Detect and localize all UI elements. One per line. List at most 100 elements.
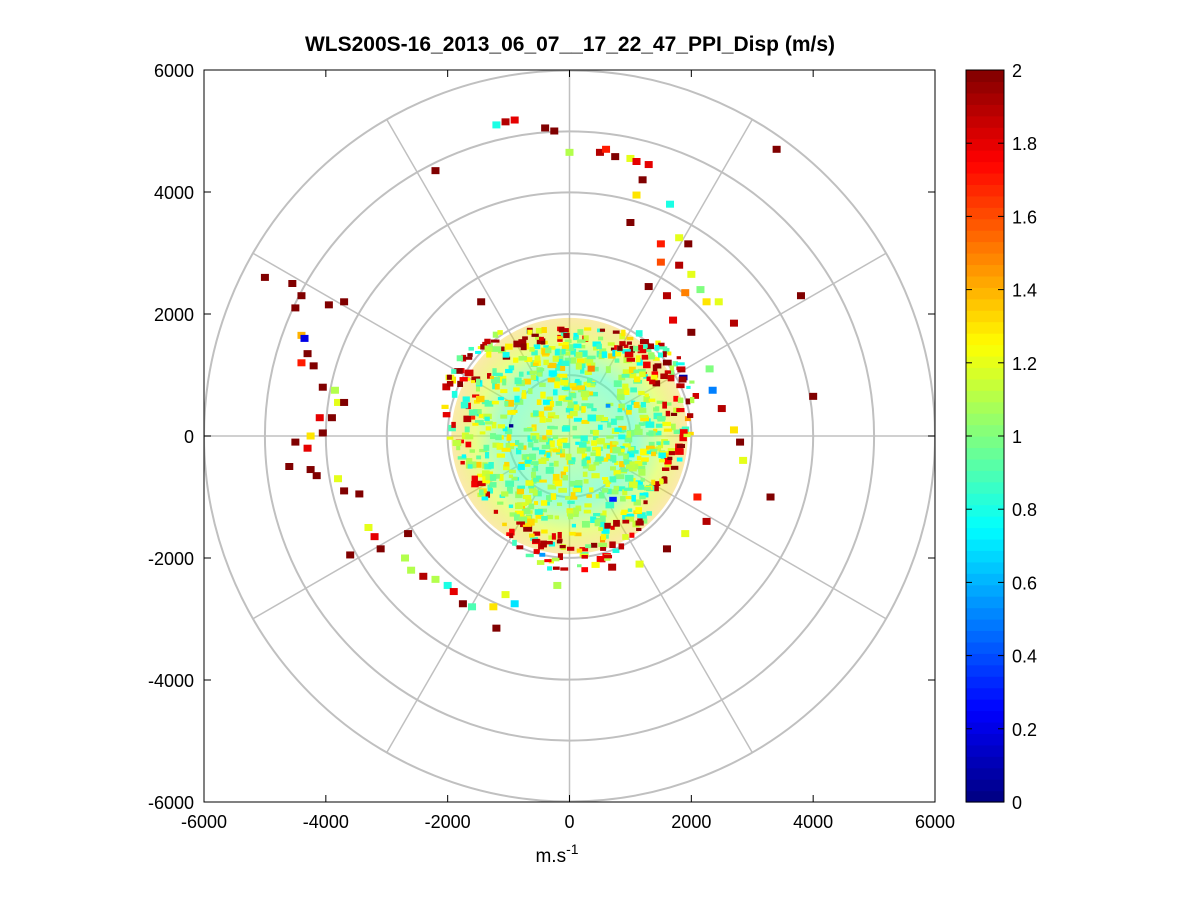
data-cell (303, 350, 312, 358)
dense-cell (652, 357, 660, 361)
dense-cell (509, 533, 514, 539)
dense-cell (471, 475, 478, 483)
dense-cell (515, 491, 523, 499)
dense-cell (642, 344, 648, 348)
dense-cell (670, 412, 678, 416)
dense-cell (466, 458, 473, 464)
dense-cell (661, 476, 668, 484)
dense-cell (577, 339, 586, 343)
dense-cell (656, 400, 664, 404)
dense-cell (613, 485, 620, 491)
data-cell (675, 234, 684, 242)
dense-cell (592, 436, 599, 441)
dense-cell (554, 348, 561, 356)
dense-cell (564, 339, 572, 343)
colorbar-segment (966, 230, 1004, 243)
dense-cell (537, 372, 542, 377)
colorbar-tick-label: 0.6 (1012, 573, 1037, 593)
dense-cell (506, 486, 513, 494)
dense-cell (628, 366, 636, 374)
dense-cell (626, 336, 634, 341)
dense-cell (615, 474, 625, 480)
dense-cell (512, 539, 517, 546)
dense-cell (622, 519, 630, 524)
dense-cell (568, 392, 577, 399)
dense-cell (627, 508, 633, 512)
dense-cell (612, 548, 620, 553)
dense-cell (552, 376, 561, 382)
dense-cell (547, 362, 557, 369)
colorbar-segment (966, 538, 1004, 551)
data-cell (327, 414, 336, 422)
x-tick-label: -2000 (425, 812, 471, 832)
dense-cell (545, 466, 554, 474)
dense-cell (576, 447, 586, 454)
x-tick-label: 0 (564, 812, 574, 832)
dense-cell (552, 448, 560, 453)
dense-cell (471, 481, 479, 488)
colorbar-segment (966, 733, 1004, 746)
dense-cell (580, 366, 585, 374)
dense-cell (635, 355, 641, 363)
dense-cell (491, 400, 499, 405)
data-cell (729, 319, 738, 327)
dense-cell (581, 555, 588, 559)
dense-cell (566, 414, 573, 419)
dense-cell (576, 385, 586, 390)
dense-cell (499, 474, 504, 481)
dense-cell (621, 373, 630, 378)
data-cell (334, 475, 343, 483)
dense-cell (481, 470, 490, 477)
dense-cell (623, 344, 629, 348)
dense-cell (613, 519, 620, 527)
dense-cell (643, 396, 650, 403)
dense-cell (662, 347, 670, 355)
dense-cell (560, 365, 566, 371)
dense-cell (639, 492, 649, 498)
data-cell (318, 383, 327, 391)
dense-cell (527, 329, 533, 335)
dense-cell (654, 363, 662, 369)
dense-cell (518, 371, 524, 377)
dense-cell (591, 440, 597, 446)
y-axis: 6000 4000 2000 0 -2000 -4000 -6000 (148, 61, 935, 813)
data-cell (291, 438, 300, 446)
dense-cell (565, 453, 572, 461)
data-cell (260, 273, 269, 281)
dense-cell (640, 518, 648, 524)
dense-cell (452, 439, 462, 447)
dense-cell (593, 512, 601, 517)
dense-cell (575, 351, 583, 359)
dense-cell (502, 352, 510, 358)
dense-cell (675, 362, 685, 366)
dense-cell (599, 348, 607, 354)
dense-cell (627, 461, 635, 469)
dense-cell (515, 440, 520, 445)
dense-cell (627, 451, 635, 458)
dense-cell (634, 428, 643, 436)
dense-cell (649, 379, 656, 385)
dense-cell (599, 328, 606, 332)
dense-cell (565, 396, 572, 400)
dense-cell (536, 411, 545, 418)
dense-cell (554, 479, 563, 487)
dense-cell (468, 409, 478, 416)
dense-cell (652, 364, 658, 372)
dense-cell (636, 527, 642, 532)
colorbar-segment (966, 573, 1004, 586)
colorbar-segment (966, 596, 1004, 609)
colorbar-segment (966, 584, 1004, 597)
dense-cell (517, 463, 525, 470)
x-axis: -6000 -4000 -2000 0 2000 4000 6000 (181, 70, 955, 832)
dense-cell (640, 457, 649, 462)
dense-cell (483, 444, 490, 451)
data-cell (626, 154, 635, 162)
colorbar-segment (966, 321, 1004, 334)
dense-cell (576, 548, 583, 553)
data-cell (739, 456, 748, 464)
dense-cell (612, 330, 620, 334)
dense-cell (632, 463, 639, 470)
data-cell (501, 118, 510, 126)
dense-cell (493, 509, 499, 514)
dense-cell (575, 378, 580, 383)
